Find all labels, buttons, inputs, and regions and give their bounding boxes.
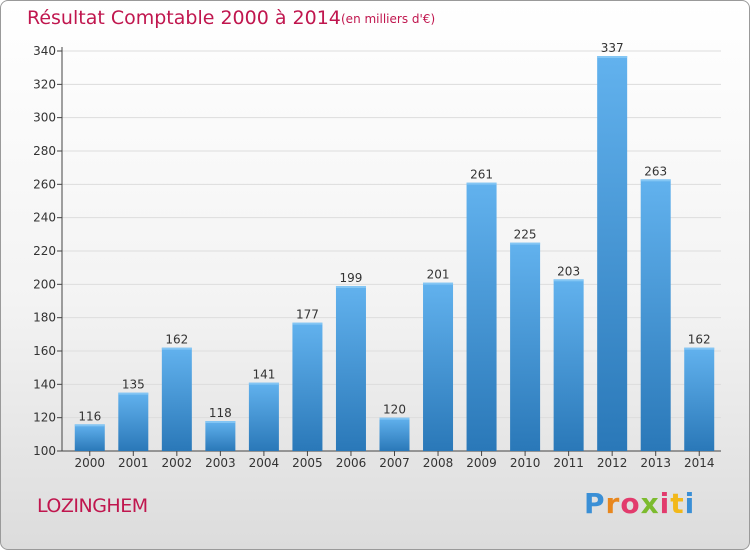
bar-highlight (640, 179, 671, 182)
bar-highlight (161, 347, 192, 350)
data-label: 135 (122, 378, 145, 392)
bar (335, 286, 366, 451)
x-tick-label: 2013 (640, 456, 671, 470)
bar (379, 417, 410, 451)
y-tick-label: 260 (33, 177, 56, 191)
bar (205, 421, 236, 451)
bar (248, 382, 279, 451)
data-label: 261 (470, 168, 493, 182)
chart-title: Résultat Comptable 2000 à 2014 (27, 7, 341, 29)
data-label: 203 (557, 264, 580, 278)
data-label: 120 (383, 403, 406, 417)
bar-highlight (292, 322, 323, 325)
bar (640, 179, 671, 452)
x-tick-label: 2011 (553, 456, 584, 470)
x-tick-label: 2008 (423, 456, 454, 470)
data-label: 201 (427, 268, 450, 282)
logo-letter: i (659, 487, 671, 520)
bar-highlight (510, 242, 541, 245)
bar (292, 322, 323, 451)
bar-highlight (597, 56, 628, 58)
bar-highlight (423, 282, 454, 285)
bar-highlight (74, 424, 105, 427)
y-tick-label: 180 (33, 311, 56, 325)
y-tick-label: 240 (33, 211, 56, 225)
bar-highlight (684, 347, 715, 350)
bar-highlight (205, 421, 236, 423)
y-tick-label: 160 (33, 344, 56, 358)
x-tick-label: 2010 (510, 456, 541, 470)
y-tick-label: 120 (33, 411, 56, 425)
y-tick-label: 300 (33, 111, 56, 125)
y-tick-label: 140 (33, 377, 56, 391)
y-tick-label: 200 (33, 277, 56, 291)
bar-highlight (466, 182, 497, 185)
bar-highlight (248, 382, 279, 385)
x-tick-label: 2003 (205, 456, 236, 470)
labels: 116 2000 135 2001 162 2002 118 2003 141 2004 177 20… (74, 41, 714, 470)
x-tick-label: 2009 (466, 456, 497, 470)
bar (553, 279, 584, 451)
bar (466, 182, 497, 451)
x-tick-label: 2002 (162, 456, 193, 470)
bar-highlight (335, 286, 366, 288)
bar (597, 56, 628, 451)
logo-letter: o (620, 487, 641, 520)
data-label: 337 (601, 41, 624, 55)
logo-letter: t (670, 487, 685, 520)
bar (423, 282, 454, 451)
x-tick-label: 2006 (336, 456, 367, 470)
y-tick-label: 340 (33, 44, 56, 58)
data-label: 118 (209, 406, 232, 420)
x-tick-label: 2012 (597, 456, 628, 470)
logo-letter: i (684, 487, 696, 520)
bar (118, 392, 149, 451)
x-tick-label: 2005 (292, 456, 323, 470)
bar (74, 424, 105, 451)
x-tick-label: 2014 (684, 456, 715, 470)
x-tick-label: 2007 (379, 456, 410, 470)
logo-letter: r (605, 487, 621, 520)
bar (510, 242, 541, 451)
y-tick-label: 100 (33, 444, 56, 458)
logo-letter: P (584, 487, 606, 520)
x-tick-label: 2001 (118, 456, 149, 470)
bar-highlight (553, 279, 584, 282)
x-tick-label: 2000 (74, 456, 105, 470)
x-tick-label: 2004 (249, 456, 280, 470)
bar-highlight (379, 417, 410, 420)
bar (161, 347, 192, 451)
logo-letter: x (640, 487, 660, 520)
bar-highlight (118, 392, 149, 395)
data-label: 263 (644, 164, 667, 178)
y-tick-label: 320 (33, 77, 56, 91)
data-label: 162 (165, 333, 188, 347)
data-label: 177 (296, 308, 319, 322)
data-label: 225 (514, 228, 537, 242)
y-tick-label: 280 (33, 144, 56, 158)
data-label: 116 (78, 409, 101, 423)
town-name: LOZINGHEM (37, 495, 148, 517)
data-label: 162 (688, 333, 711, 347)
bars (74, 56, 715, 452)
data-label: 199 (340, 271, 363, 285)
proxiti-logo: Proxiti (584, 487, 695, 520)
chart-subtitle: (en milliers d'€) (341, 12, 436, 26)
axes: 100 120 140 160 180 200 220 240 260 280 300 320 340 (33, 44, 721, 458)
bar (684, 347, 715, 451)
y-tick-label: 220 (33, 244, 56, 258)
data-label: 141 (252, 368, 275, 382)
